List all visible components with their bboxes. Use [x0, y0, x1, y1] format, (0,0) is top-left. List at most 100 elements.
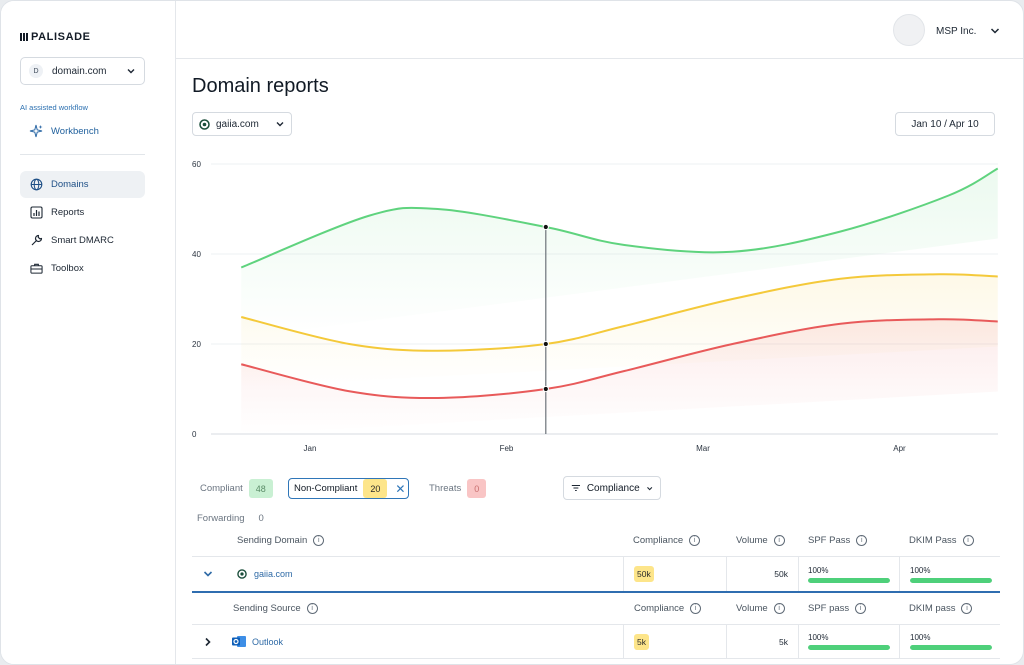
domain-initial: D — [29, 64, 43, 78]
sidebar-item-reports[interactable]: Reports — [20, 199, 145, 226]
dkim-value: 100% — [910, 565, 931, 575]
info-icon[interactable]: i — [689, 535, 701, 546]
series-line — [240, 318, 998, 400]
filter-label: Compliant — [200, 483, 243, 494]
bar-chart-icon — [30, 206, 43, 219]
header-label: SPF Pass — [808, 535, 851, 546]
info-icon[interactable]: i — [855, 603, 867, 614]
chevron-down-icon[interactable] — [989, 25, 1001, 37]
sidebar-item-toolbox[interactable]: Toolbox — [20, 255, 145, 282]
toolbox-icon — [30, 262, 43, 275]
org-name[interactable]: MSP Inc. — [936, 26, 977, 37]
spf-progress-bar — [808, 645, 890, 650]
top-bar: MSP Inc. — [176, 1, 1023, 59]
compliance-line-chart: 0 20 40 60 Jan Feb Mar Apr — [192, 160, 999, 453]
column-header-dkim[interactable]: DKIM pass i — [909, 593, 973, 624]
info-icon[interactable]: i — [313, 535, 325, 546]
column-header-volume[interactable]: Volume i — [736, 525, 785, 556]
column-header-compliance[interactable]: Compliance i — [634, 593, 702, 624]
dkim-progress-fill — [910, 645, 992, 650]
x-tick-label: Feb — [500, 444, 514, 453]
header-label: Sending Source — [233, 603, 301, 614]
dkim-progress-bar — [910, 577, 992, 583]
site-select-value: gaiia.com — [216, 118, 259, 130]
dkim-cell: 100% — [899, 557, 1000, 591]
sidebar-nav: Domains Reports Smart DMARC Toolbox — [20, 171, 145, 283]
info-icon[interactable]: i — [961, 603, 973, 614]
workbench-link[interactable]: Workbench — [29, 124, 99, 138]
filter-threats[interactable]: Threats 0 — [429, 478, 487, 499]
domain-table: Sending Domain i Compliance i Volume i SPF … — [192, 525, 1000, 659]
compliance-dropdown[interactable]: Compliance — [563, 476, 661, 500]
brand-name: PALISADE — [31, 31, 91, 43]
header-label: DKIM pass — [909, 603, 956, 614]
column-header-compliance[interactable]: Compliance i — [633, 525, 701, 556]
y-tick-label: 20 — [192, 340, 201, 349]
filter-forwarding[interactable]: Forwarding 0 — [197, 513, 264, 524]
spf-progress-fill — [808, 577, 890, 583]
site-select[interactable]: gaiia.com — [192, 112, 292, 136]
spf-value: 100% — [808, 565, 829, 575]
column-header-spf[interactable]: SPF pass i — [808, 593, 867, 624]
table-row[interactable]: Outlook 5k 5k 100% 100% — [192, 625, 1000, 659]
header-label: Compliance — [634, 603, 685, 614]
column-header-sending-source[interactable]: Sending Source i — [233, 593, 318, 624]
cursor-point — [542, 340, 549, 348]
globe-icon — [30, 178, 43, 191]
page-title: Domain reports — [192, 75, 329, 97]
column-header-sending-domain[interactable]: Sending Domain i — [237, 525, 325, 556]
brand-logo[interactable]: PALISADE — [20, 31, 91, 43]
x-tick-label: Apr — [893, 444, 906, 453]
date-range-button[interactable]: Jan 10 / Apr 10 — [895, 112, 995, 136]
sidebar-item-domains[interactable]: Domains — [20, 171, 145, 198]
source-link[interactable]: Outlook — [252, 636, 284, 647]
header-label: Compliance — [633, 535, 684, 546]
y-tick-label: 40 — [192, 250, 201, 259]
filter-compliant[interactable]: Compliant 48 — [200, 478, 273, 499]
cursor-point — [542, 385, 549, 393]
series-area — [241, 319, 998, 435]
filter-icon — [571, 485, 581, 491]
compliance-cell: 5k — [623, 625, 726, 658]
chevron-down-icon — [276, 122, 284, 127]
sparkle-icon — [29, 124, 43, 138]
domain-select[interactable]: D domain.com — [20, 57, 145, 85]
volume-cell: 50k — [726, 557, 798, 591]
sidebar-item-label: Reports — [51, 207, 85, 218]
y-tick-label: 60 — [192, 160, 201, 169]
spf-progress-bar — [808, 577, 890, 583]
filter-non-compliant[interactable]: Non-Compliant 20 ✕ — [288, 478, 410, 499]
series-line — [240, 273, 998, 352]
filter-label: Forwarding — [197, 513, 245, 524]
series-area — [241, 168, 998, 338]
info-icon[interactable]: i — [773, 535, 785, 546]
header-label: Volume — [736, 535, 768, 546]
domain-cell: gaiia.com — [237, 557, 293, 591]
close-icon[interactable]: ✕ — [395, 481, 406, 496]
info-icon[interactable]: i — [856, 535, 868, 546]
info-icon[interactable]: i — [773, 603, 785, 614]
sidebar-item-label: Domains — [51, 179, 89, 190]
table-row[interactable]: gaiia.com 50k 50k 100% 100% — [192, 557, 1000, 593]
info-icon[interactable]: i — [962, 535, 974, 546]
domain-link[interactable]: gaiia.com — [254, 569, 293, 579]
avatar[interactable] — [893, 14, 925, 46]
info-icon[interactable]: i — [306, 603, 318, 614]
info-icon[interactable]: i — [690, 603, 702, 614]
column-header-dkim[interactable]: DKIM Pass i — [909, 525, 974, 556]
gaiia-logo-icon — [237, 569, 247, 579]
sidebar-item-smart-dmarc[interactable]: Smart DMARC — [20, 227, 145, 254]
filter-label: Threats — [429, 483, 462, 494]
domain-select-value: domain.com — [52, 65, 107, 77]
spf-cell: 100% — [798, 625, 899, 658]
compliance-badge: 5k — [634, 633, 649, 650]
column-header-volume[interactable]: Volume i — [736, 593, 785, 624]
chevron-down-icon — [127, 69, 135, 74]
sidebar-item-label: Smart DMARC — [51, 235, 114, 246]
table-header-row: Sending Domain i Compliance i Volume i SPF … — [192, 525, 1000, 557]
chevron-down-icon[interactable] — [202, 557, 214, 591]
chevron-right-icon[interactable] — [202, 625, 214, 658]
column-header-spf[interactable]: SPF Pass i — [808, 525, 868, 556]
cursor-point — [542, 223, 549, 231]
